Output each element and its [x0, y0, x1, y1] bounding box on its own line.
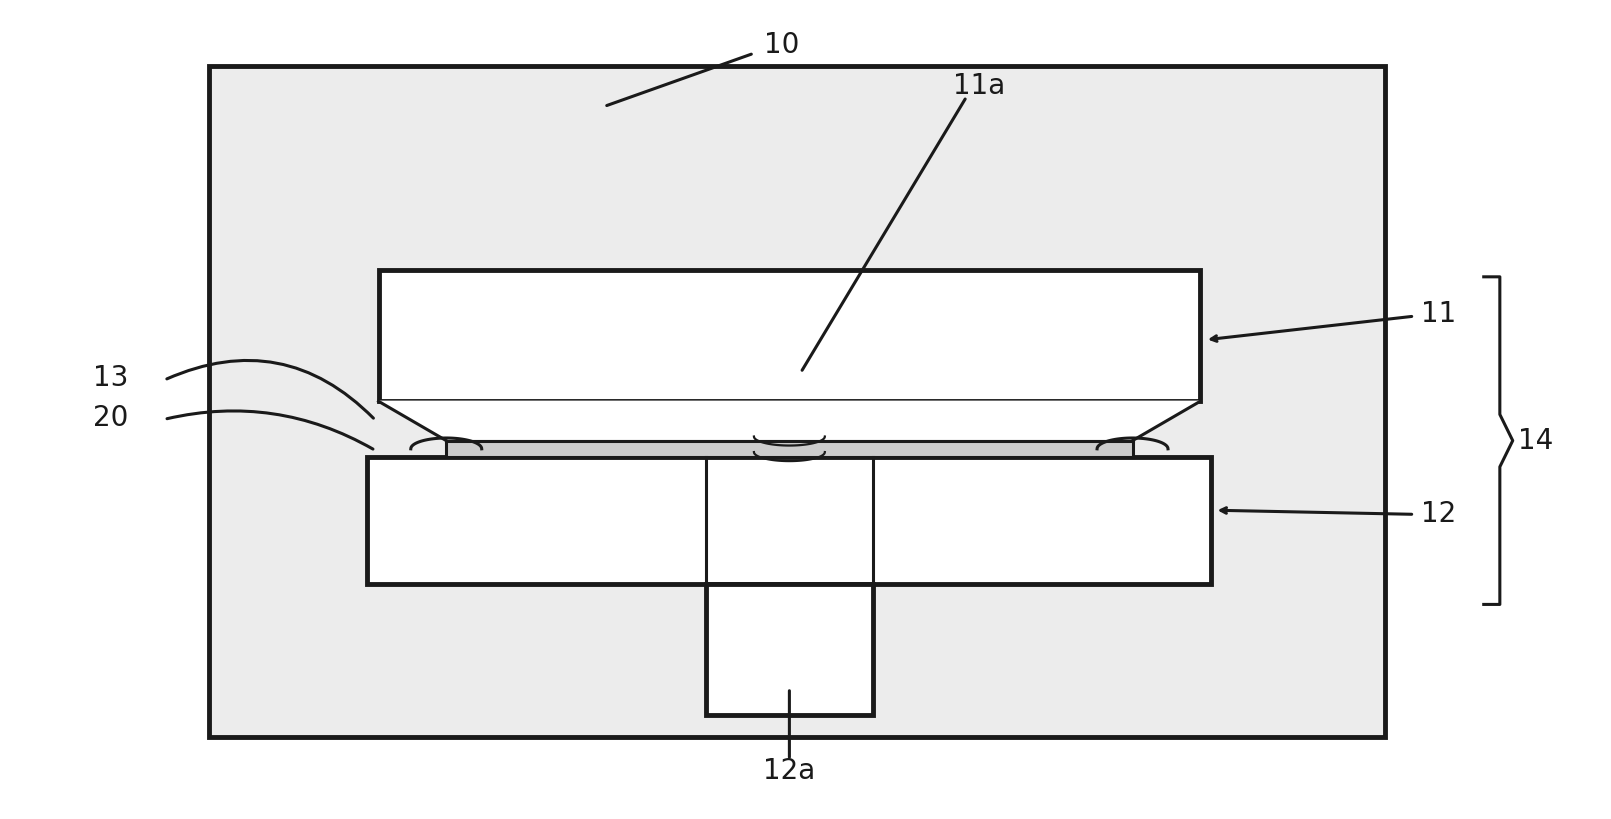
Text: 20: 20	[93, 404, 129, 432]
Text: 13: 13	[93, 364, 129, 392]
Text: 11: 11	[1421, 300, 1456, 328]
Text: 12: 12	[1421, 500, 1456, 528]
Bar	[379, 270, 1200, 401]
Bar	[446, 441, 1133, 457]
Text: 12a: 12a	[764, 758, 815, 785]
Bar	[706, 584, 873, 715]
Text: 11a: 11a	[954, 72, 1005, 100]
Bar	[367, 457, 1211, 584]
Text: 10: 10	[764, 31, 799, 59]
Bar	[209, 66, 1385, 737]
Polygon shape	[379, 401, 1200, 441]
Text: 14: 14	[1518, 427, 1553, 455]
